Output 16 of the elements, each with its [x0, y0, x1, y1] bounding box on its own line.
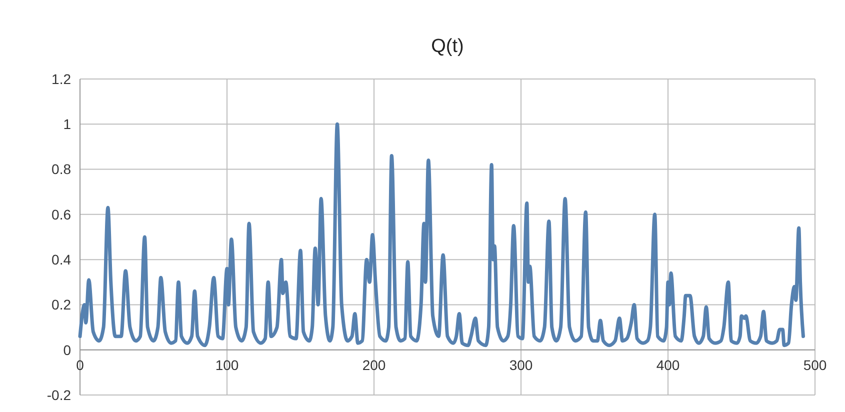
x-tick-label: 200 [362, 356, 386, 373]
y-tick-label: 0.2 [52, 296, 72, 313]
x-tick-label: 100 [215, 356, 239, 373]
y-tick-label: 0.6 [52, 206, 72, 222]
chart-title: Q(t) [431, 36, 464, 57]
y-tick-label: -0.2 [46, 386, 72, 403]
x-tick-label: 0 [76, 356, 84, 373]
x-tick-label: 300 [509, 356, 533, 373]
line-series [78, 122, 805, 348]
y-tick-label: 0.4 [52, 251, 72, 268]
y-tick-label: 0.8 [52, 161, 72, 178]
y-tick-label: 1 [63, 116, 72, 132]
x-tick-label: 500 [803, 356, 827, 373]
y-tick-label: 0 [63, 342, 72, 358]
y-tick-label: 1.2 [52, 70, 72, 87]
x-tick-label: 400 [656, 356, 680, 373]
